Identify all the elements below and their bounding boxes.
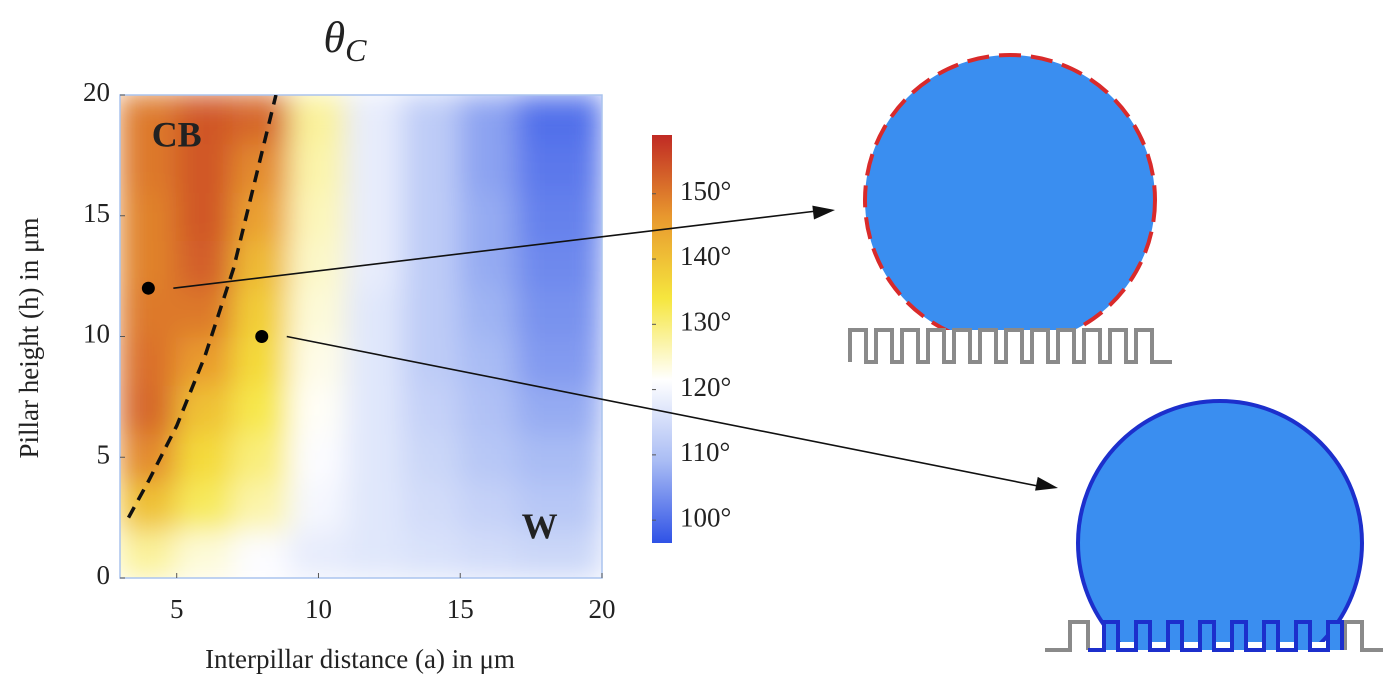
heat-cell (346, 142, 405, 192)
heat-cell (346, 287, 405, 337)
heat-cell (232, 432, 291, 482)
heat-cell (289, 287, 348, 337)
colorbar-tick-label: 130° (680, 307, 731, 337)
x-tick-label: 20 (589, 594, 616, 624)
heat-cell (516, 287, 603, 337)
heat-cell (289, 191, 348, 241)
heat-cell (232, 384, 291, 434)
heat-cell (403, 142, 462, 192)
y-tick-label: 15 (83, 198, 110, 228)
colorbar-tick-label: 100° (680, 502, 731, 532)
y-tick-label: 5 (97, 439, 111, 469)
heat-cell (516, 336, 603, 386)
heat-cell (346, 94, 405, 144)
heat-cell (289, 529, 348, 579)
heat-cell (459, 432, 518, 482)
heat-cell (289, 142, 348, 192)
y-tick-label: 10 (83, 319, 110, 349)
heat-cell (119, 191, 178, 241)
colorbar-tick-label: 140° (680, 241, 731, 271)
arrow-head (1035, 477, 1058, 491)
heat-cell (176, 191, 235, 241)
heat-cell (403, 529, 462, 579)
heat-cell (459, 142, 518, 192)
colorbar (652, 135, 672, 543)
heat-cell (346, 432, 405, 482)
heat-cell (346, 480, 405, 530)
heat-cell (403, 384, 462, 434)
heat-cell (176, 480, 235, 530)
heat-cell (459, 384, 518, 434)
heat-cell (459, 94, 518, 144)
heat-cell (403, 287, 462, 337)
heat-cell (119, 287, 178, 337)
y-axis-label: Pillar height (h) in μm (14, 218, 44, 459)
x-tick-label: 10 (305, 594, 332, 624)
heat-cell (403, 432, 462, 482)
heat-cell (516, 191, 603, 241)
heat-cell (232, 94, 291, 144)
heat-cell (459, 480, 518, 530)
heat-cell (176, 432, 235, 482)
heat-cell (346, 191, 405, 241)
heat-cell (232, 529, 291, 579)
colorbar-tick-label: 120° (680, 372, 731, 402)
droplet-w (1045, 401, 1383, 685)
heat-cell (289, 384, 348, 434)
y-tick-label: 0 (97, 560, 111, 590)
pillars-outside (1045, 622, 1088, 650)
heat-cell (403, 480, 462, 530)
heat-cell (119, 336, 178, 386)
heat-cell (459, 287, 518, 337)
heat-cell (459, 191, 518, 241)
heat-cell (403, 191, 462, 241)
heat-cell (346, 336, 405, 386)
heat-cell (403, 94, 462, 144)
heat-cell (119, 384, 178, 434)
heat-cell (516, 94, 603, 144)
figure: θC Interpillar distance (a) in μm Pillar… (0, 0, 1383, 691)
heat-cell (516, 239, 603, 289)
heat-cell (459, 336, 518, 386)
state-point (255, 330, 268, 343)
heat-cell (232, 480, 291, 530)
heat-cell (346, 529, 405, 579)
heat-cell (232, 287, 291, 337)
title-symbol: θ (324, 13, 346, 62)
heat-cell (176, 336, 235, 386)
colorbar-tick-label: 150° (680, 176, 731, 206)
chart-title: θC (324, 13, 368, 68)
heat-cell (119, 239, 178, 289)
heat-cell (289, 94, 348, 144)
heat-cell (289, 239, 348, 289)
heat-cell (119, 480, 178, 530)
state-point (142, 282, 155, 295)
heat-cell (232, 142, 291, 192)
heat-cell (516, 142, 603, 192)
title-subscript: C (345, 32, 367, 68)
x-tick-label: 5 (170, 594, 184, 624)
heat-cell (459, 529, 518, 579)
heat-cell (289, 480, 348, 530)
colorbar-tick-label: 110° (680, 437, 730, 467)
heat-cell (119, 529, 178, 579)
heat-cell (289, 432, 348, 482)
droplet-cb (850, 55, 1172, 362)
heat-cell (459, 239, 518, 289)
heat-cell (232, 239, 291, 289)
arrow-head (812, 206, 835, 220)
y-tick-label: 20 (83, 77, 110, 107)
heat-cell (403, 239, 462, 289)
heat-cell (176, 529, 235, 579)
region-label: W (522, 506, 558, 546)
pillars (850, 330, 1172, 362)
heat-cell (232, 336, 291, 386)
heat-cell (346, 384, 405, 434)
x-tick-label: 15 (447, 594, 474, 624)
heat-cell (516, 432, 603, 482)
pillars-outside (1345, 622, 1383, 650)
x-axis-label: Interpillar distance (a) in μm (205, 644, 515, 674)
region-label: CB (152, 115, 202, 155)
